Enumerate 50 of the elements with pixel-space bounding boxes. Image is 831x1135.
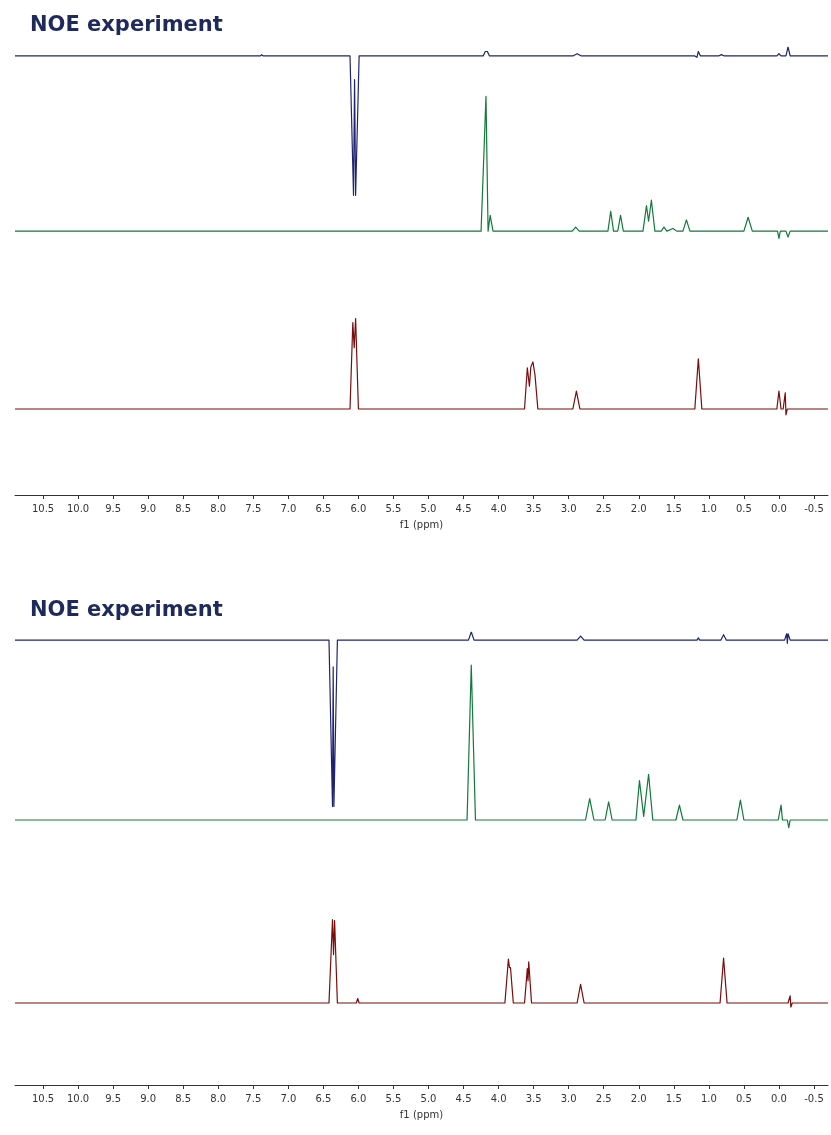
x-tick-label: 10.0 xyxy=(66,502,90,514)
x-tick-label: 7.0 xyxy=(280,1092,297,1104)
x-tick-label: 5.5 xyxy=(385,1092,402,1104)
x-tick-label: 2.0 xyxy=(630,502,647,514)
x-tick-label: 6.0 xyxy=(350,502,367,514)
x-tick-label: 0.5 xyxy=(735,502,752,514)
x-tick-label: 10.0 xyxy=(66,1092,90,1104)
x-tick-label: 1.0 xyxy=(700,502,717,514)
x-tick-label: 1.5 xyxy=(665,1092,682,1104)
chart-title: NOE experiment xyxy=(30,596,223,621)
x-tick-label: 9.5 xyxy=(105,502,122,514)
x-tick-label: 4.5 xyxy=(455,502,472,514)
x-tick-label: 7.5 xyxy=(245,502,262,514)
x-tick-label: 4.5 xyxy=(455,1092,472,1104)
x-tick-label: 5.0 xyxy=(420,1092,437,1104)
x-tick-label: 4.0 xyxy=(490,502,507,514)
x-tick-label: 8.0 xyxy=(210,1092,227,1104)
x-tick-label: 9.5 xyxy=(105,1092,122,1104)
x-tick-label: 10.5 xyxy=(31,502,55,514)
x-tick-label: -0.5 xyxy=(804,502,824,514)
x-axis-title: f1 (ppm) xyxy=(399,518,444,530)
x-tick-label: 0.0 xyxy=(770,1092,787,1104)
x-tick-label: 6.5 xyxy=(315,1092,332,1104)
x-tick-label: 0.0 xyxy=(770,502,787,514)
x-tick-label: 8.5 xyxy=(175,1092,192,1104)
x-tick-label: 7.5 xyxy=(245,1092,262,1104)
x-tick-label: 8.5 xyxy=(175,502,192,514)
x-tick-label: -0.5 xyxy=(804,1092,824,1104)
x-tick-label: 5.5 xyxy=(385,502,402,514)
x-tick-label: 5.0 xyxy=(420,502,437,514)
x-tick-label: 2.0 xyxy=(630,1092,647,1104)
x-tick-label: 2.5 xyxy=(595,502,612,514)
x-tick-label: 6.0 xyxy=(350,1092,367,1104)
x-tick-label: 4.0 xyxy=(490,1092,507,1104)
chart-title: NOE experiment xyxy=(30,11,223,36)
x-tick-label: 9.0 xyxy=(140,1092,157,1104)
x-axis-title: f1 (ppm) xyxy=(399,1108,444,1120)
x-tick-label: 3.0 xyxy=(560,1092,577,1104)
x-tick-label: 10.5 xyxy=(31,1092,55,1104)
x-tick-label: 6.5 xyxy=(315,502,332,514)
x-tick-label: 9.0 xyxy=(140,502,157,514)
x-tick-label: 0.5 xyxy=(735,1092,752,1104)
x-tick-label: 7.0 xyxy=(280,502,297,514)
x-tick-label: 8.0 xyxy=(210,502,227,514)
x-tick-label: 1.0 xyxy=(700,1092,717,1104)
x-tick-label: 2.5 xyxy=(595,1092,612,1104)
x-tick-label: 3.5 xyxy=(525,502,542,514)
x-tick-label: 3.0 xyxy=(560,502,577,514)
x-tick-label: 3.5 xyxy=(525,1092,542,1104)
x-tick-label: 1.5 xyxy=(665,502,682,514)
